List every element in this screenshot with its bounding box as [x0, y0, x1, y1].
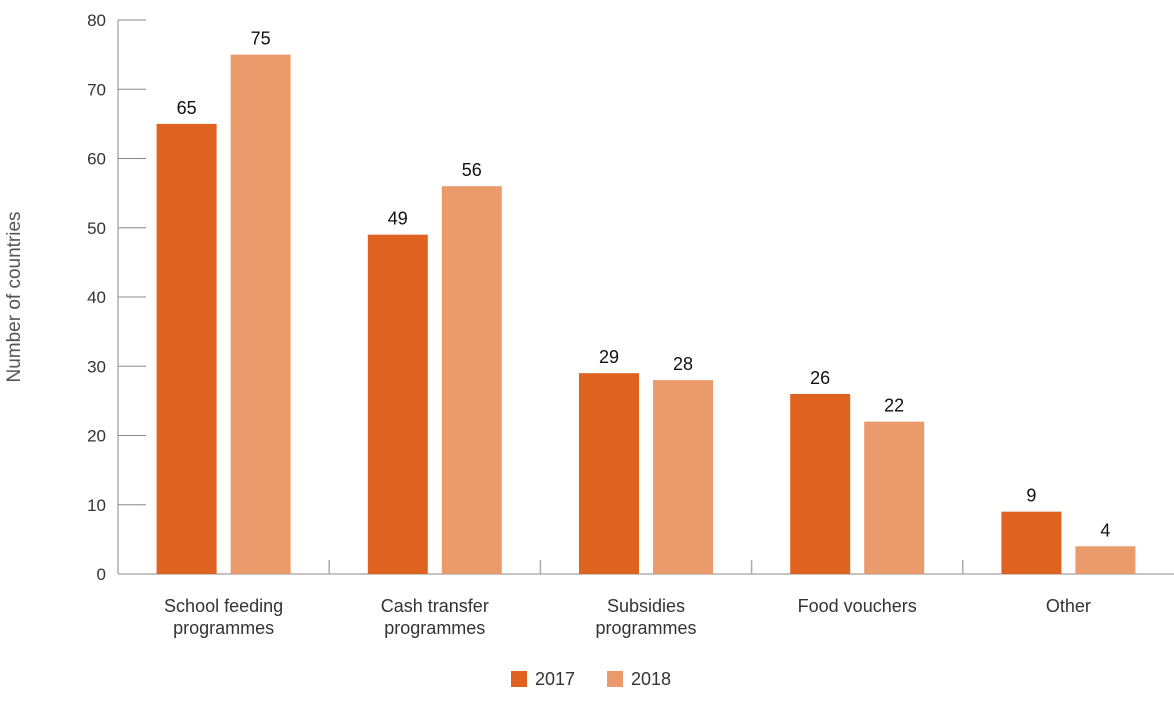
bar-2017: [790, 393, 851, 574]
x-tick-label: Cash transfer programmes: [381, 596, 489, 638]
data-label: 4: [1100, 520, 1110, 540]
x-tick-label: Food vouchers: [798, 596, 917, 616]
x-axis: School feeding programmes Cash transfer pro…: [118, 560, 1174, 638]
bar-2018: [864, 421, 925, 574]
data-label: 56: [462, 160, 482, 180]
x-tick-label: Other: [1046, 596, 1091, 616]
bar-2017: [156, 123, 217, 574]
x-tick-label: Subsidies programmes: [595, 596, 696, 638]
y-tick-label: 20: [87, 427, 106, 446]
legend-label-2017: 2017: [535, 669, 575, 689]
bar-2018: [230, 54, 291, 574]
data-label: 75: [251, 29, 271, 49]
legend-swatch-2017: [511, 671, 527, 687]
data-label: 9: [1026, 486, 1036, 506]
y-tick-label: 50: [87, 219, 106, 238]
bar-2017: [579, 373, 639, 574]
y-tick-label: 40: [87, 288, 106, 307]
bar-2017: [1001, 511, 1062, 574]
data-label: 29: [599, 347, 619, 367]
bar-2018: [441, 186, 502, 574]
y-tick-label: 60: [87, 150, 106, 169]
y-axis: 0 10 20 30 40 50 60 70 80: [87, 11, 146, 584]
legend-swatch-2018: [607, 671, 623, 687]
y-tick-label: 80: [87, 11, 106, 30]
data-label: 65: [177, 98, 197, 118]
legend-label-2018: 2018: [631, 669, 671, 689]
bar-2018: [1075, 546, 1136, 574]
bar-2017: [367, 234, 428, 575]
y-tick-label: 70: [87, 80, 106, 99]
x-tick-label: School feeding programmes: [164, 596, 283, 638]
data-label: 22: [884, 396, 904, 416]
y-tick-label: 0: [97, 565, 106, 584]
data-label: 26: [810, 368, 830, 388]
y-axis-title: Number of countries: [4, 211, 25, 382]
bars: 65 75 49 56 29 28 26 22 9 4: [156, 29, 1136, 575]
data-label: 28: [673, 354, 693, 374]
bar-2018: [653, 380, 713, 574]
data-label: 49: [388, 209, 408, 229]
y-tick-label: 10: [87, 496, 106, 515]
legend: 2017 2018: [511, 669, 671, 689]
y-tick-label: 30: [87, 357, 106, 376]
